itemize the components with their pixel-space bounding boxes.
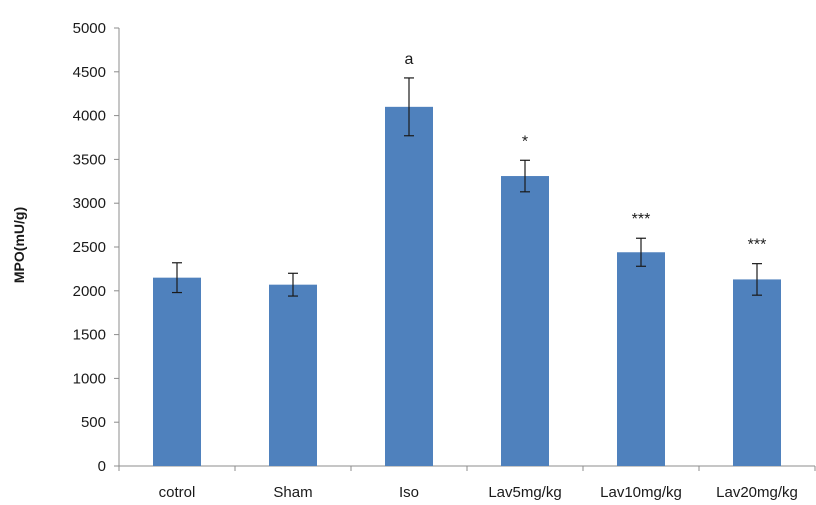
y-tick-label: 1000 [73, 370, 106, 387]
x-category-label: Sham [273, 484, 312, 501]
y-tick-label: 500 [81, 414, 106, 431]
y-tick-label: 5000 [73, 20, 106, 37]
y-tick-label: 3500 [73, 151, 106, 168]
significance-label: *** [748, 237, 767, 254]
y-axis-title: MPO(mU/g) [11, 207, 27, 283]
y-tick-label: 4000 [73, 108, 106, 125]
x-category-label: Iso [399, 484, 419, 501]
x-category-label: Lav20mg/kg [716, 484, 798, 501]
significance-annotations: a******* [405, 51, 767, 254]
bars [153, 106, 781, 466]
x-category-label: Lav10mg/kg [600, 484, 682, 501]
y-tick-label: 4500 [73, 64, 106, 81]
bar [501, 176, 549, 466]
bar [733, 279, 781, 466]
x-axis: cotrol Sham Iso Lav5mg/kg Lav10mg/kg Lav20mg/… [118, 465, 816, 501]
y-tick-label: 0 [98, 458, 106, 475]
x-category-label: cotrol [159, 484, 196, 501]
x-category-label: Lav5mg/kg [488, 484, 561, 501]
y-tick-label: 3000 [73, 195, 106, 212]
bar [269, 284, 317, 466]
bar [385, 106, 433, 466]
significance-label: * [522, 133, 528, 150]
bar [153, 277, 201, 466]
significance-label: a [405, 51, 414, 68]
y-tick-label: 2500 [73, 239, 106, 256]
y-tick-label: 1500 [73, 327, 106, 344]
y-tick-label: 2000 [73, 283, 106, 300]
y-axis: 0 500 1000 1500 2000 2500 3000 3500 4000 4500 5000 [73, 20, 120, 475]
error-bars [172, 77, 762, 297]
bar [617, 252, 665, 466]
significance-label: *** [632, 211, 651, 228]
